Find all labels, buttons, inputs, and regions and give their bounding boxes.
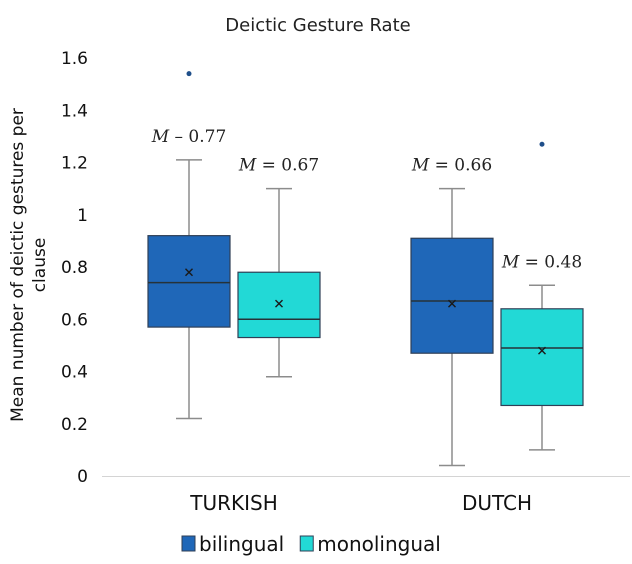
y-tick-label: 0 [77,467,88,487]
box-bilingual-turkish: M – 0.77 [147,71,231,420]
mean-marker [448,299,456,308]
mean-marker [275,299,283,308]
legend-swatch-bilingual [181,535,196,552]
box-bilingual-dutch: M = 0.66 [410,156,494,467]
x-category-label: TURKISH [189,491,278,515]
y-tick-label: 1.2 [61,154,88,174]
legend-label-monolingual: monolingual [317,532,441,556]
box-iqr [237,271,321,339]
y-axis-label-line: Mean number of deictic gestures per [8,108,28,422]
outlier-point [186,71,192,77]
y-tick-label: 0.6 [61,310,88,330]
y-tick-label: 0.2 [61,415,88,435]
y-axis: 0 0.2 0.4 0.6 0.8 1 1.2 1.4 1.6 [61,49,630,487]
chart-title: Deictic Gesture Rate [225,15,410,36]
y-tick-label: 1.6 [61,49,88,69]
y-tick-label: 0.8 [61,258,88,278]
legend: bilingual monolingual [181,532,441,556]
mean-label: M = 0.67 [238,156,319,176]
legend-label-bilingual: bilingual [199,532,284,556]
mean-label: M – 0.77 [151,127,227,147]
plot-area: M – 0.77 M = 0.66 M = 0.67 M = 0.48 [147,71,584,467]
mean-marker [538,346,546,355]
legend-swatch-monolingual [299,535,314,552]
y-tick-label: 1.4 [61,101,88,121]
box-iqr [147,235,231,328]
x-axis: TURKISH DUTCH [189,491,532,515]
box-iqr [410,237,494,354]
box-monolingual-dutch: M = 0.48 [500,141,584,451]
box-monolingual-turkish: M = 0.67 [237,156,321,378]
y-tick-label: 0.4 [61,363,88,383]
mean-label: M = 0.48 [501,252,582,272]
box-iqr [500,308,584,407]
y-axis-label: Mean number of deictic gestures per claus… [8,108,50,422]
mean-label: M = 0.66 [411,156,492,176]
mean-marker [185,268,193,277]
y-axis-label-line: clause [30,238,50,293]
y-tick-label: 1 [77,206,88,226]
outlier-point [539,141,545,147]
x-category-label: DUTCH [462,491,532,515]
